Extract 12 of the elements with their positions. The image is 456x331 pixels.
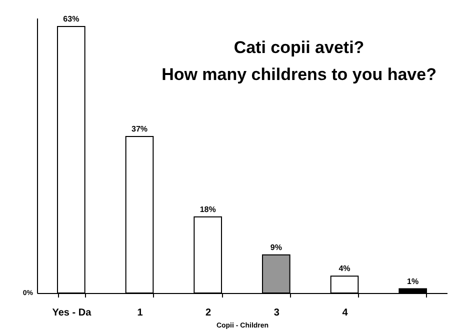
data-label: 4% <box>338 264 350 274</box>
data-label: 18% <box>200 204 216 214</box>
data-label: 63% <box>63 14 80 24</box>
data-label: 1% <box>407 276 419 286</box>
x-tick-label: Yes - Da <box>52 308 92 318</box>
data-label: 9% <box>270 242 282 252</box>
text: Cati copii aveti? How many childrens to you have? <box>162 38 436 84</box>
data-label: 37% <box>131 124 148 134</box>
x-tick-label: 1 <box>137 308 144 318</box>
x-tick-label: 2 <box>206 308 212 318</box>
x-tick-label: 3 <box>274 308 280 318</box>
x-tick-label: 4 <box>342 308 348 318</box>
